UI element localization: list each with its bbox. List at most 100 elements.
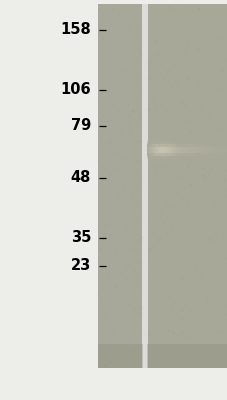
Bar xyxy=(154,144,155,156)
Bar xyxy=(173,153,174,159)
Bar xyxy=(213,153,214,159)
Bar xyxy=(218,153,219,159)
Bar xyxy=(146,4,227,368)
Bar xyxy=(184,144,185,156)
Bar xyxy=(188,153,189,159)
Bar xyxy=(206,141,207,147)
Bar xyxy=(192,141,193,147)
Bar xyxy=(192,144,193,156)
Bar xyxy=(221,144,222,156)
Bar xyxy=(167,141,168,147)
Bar xyxy=(175,141,176,147)
Bar xyxy=(163,144,164,156)
Bar xyxy=(204,144,205,156)
Bar xyxy=(180,153,181,159)
Bar xyxy=(210,141,211,147)
Bar xyxy=(164,153,165,159)
Bar xyxy=(171,144,172,156)
Bar xyxy=(161,153,162,159)
Bar xyxy=(174,141,175,147)
Bar xyxy=(205,141,206,147)
Bar xyxy=(188,153,189,159)
Bar xyxy=(153,141,154,147)
Bar xyxy=(195,144,196,156)
Bar xyxy=(167,153,168,159)
Bar xyxy=(161,144,162,156)
Bar xyxy=(199,144,200,156)
Bar xyxy=(209,153,210,159)
Bar xyxy=(148,144,149,156)
Bar xyxy=(98,344,142,368)
Bar xyxy=(155,153,156,159)
Bar xyxy=(146,141,147,147)
Bar xyxy=(220,153,221,159)
Bar xyxy=(208,153,209,159)
Bar xyxy=(164,144,165,156)
Bar xyxy=(148,141,149,147)
Bar xyxy=(177,153,178,159)
Bar xyxy=(217,153,218,159)
Bar xyxy=(209,153,210,159)
Bar xyxy=(186,144,187,156)
Bar xyxy=(186,144,187,156)
Bar xyxy=(170,141,171,147)
Bar xyxy=(160,141,161,147)
Bar xyxy=(165,141,166,147)
Bar xyxy=(215,141,216,147)
Bar xyxy=(207,144,208,156)
Bar xyxy=(152,144,153,156)
Bar xyxy=(182,144,183,156)
Bar xyxy=(201,153,202,159)
Bar xyxy=(201,141,202,147)
Bar xyxy=(177,141,178,147)
Text: 106: 106 xyxy=(60,82,91,98)
Bar xyxy=(182,153,183,159)
Bar xyxy=(172,141,173,147)
Bar xyxy=(218,144,219,156)
Bar xyxy=(158,144,159,156)
Bar xyxy=(203,141,204,147)
Bar xyxy=(154,153,155,159)
Bar xyxy=(191,144,192,156)
Bar xyxy=(157,141,158,147)
Bar xyxy=(226,144,227,156)
Bar xyxy=(190,141,191,147)
Bar xyxy=(202,141,203,147)
Bar xyxy=(175,141,176,147)
Bar xyxy=(202,144,203,156)
Bar xyxy=(190,144,191,156)
Bar xyxy=(168,153,169,159)
Bar xyxy=(217,153,218,159)
Bar xyxy=(199,141,200,147)
Bar xyxy=(226,141,227,147)
Bar xyxy=(176,153,177,159)
Bar xyxy=(174,153,175,159)
Bar xyxy=(159,153,160,159)
Bar xyxy=(215,144,216,156)
Bar xyxy=(194,141,195,147)
Bar xyxy=(157,153,158,159)
Bar xyxy=(207,141,208,147)
Bar xyxy=(166,141,167,147)
Bar xyxy=(148,141,149,147)
Bar xyxy=(155,144,156,156)
Bar xyxy=(165,153,166,159)
Bar xyxy=(172,153,173,159)
Bar xyxy=(146,153,147,159)
Bar xyxy=(205,144,206,156)
Bar xyxy=(204,141,205,147)
Bar xyxy=(225,141,226,147)
Bar xyxy=(171,144,172,156)
Bar xyxy=(192,153,193,159)
Bar xyxy=(189,144,190,156)
Bar xyxy=(169,144,170,156)
Bar xyxy=(199,153,200,159)
Bar xyxy=(181,153,182,159)
Bar xyxy=(155,141,156,147)
Bar xyxy=(184,153,185,159)
Bar xyxy=(179,141,180,147)
Bar xyxy=(183,153,184,159)
Bar xyxy=(165,144,166,156)
Bar xyxy=(187,141,188,147)
Bar xyxy=(180,141,181,147)
